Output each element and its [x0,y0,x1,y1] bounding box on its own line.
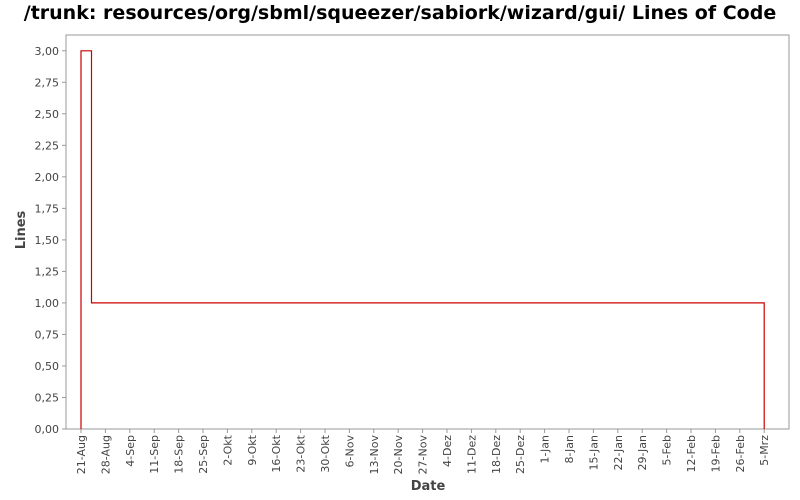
x-tick-label: 5-Mrz [758,435,771,466]
y-tick-label: 1,75 [35,202,60,215]
y-tick-label: 1,00 [35,297,60,310]
x-tick-label: 26-Feb [734,435,747,472]
y-tick-label: 2,00 [35,171,60,184]
y-tick-label: 2,25 [35,139,60,152]
x-tick-label: 4-Dez [441,435,454,467]
x-tick-label: 29-Jan [636,435,649,471]
x-axis: 21-Aug 28-Aug 4-Sep 11-Sep 18-Sep 25-Sep 2-Okt… [75,429,771,474]
y-tick-label: 2,75 [35,76,60,89]
x-tick-label: 5-Feb [661,435,674,465]
x-tick-label: 23-Okt [295,434,308,472]
x-tick-label: 25-Dez [514,435,527,474]
x-tick-label: 2-Okt [221,434,234,465]
x-tick-label: 18-Dez [490,435,503,474]
x-tick-label: 18-Sep [173,435,186,474]
y-tick-label: 1,50 [35,234,60,247]
plot-area [65,34,790,430]
y-tick-label: 0,25 [35,391,60,404]
x-axis-title: Date [411,479,446,494]
x-tick-label: 13-Nov [368,435,381,475]
y-tick-label: 0,00 [35,423,60,436]
chart-title: /trunk: resources/org/sbml/squeezer/sabi… [23,2,777,24]
x-tick-label: 19-Feb [709,435,722,472]
x-tick-label: 12-Feb [685,435,698,472]
y-axis-title: Lines [14,210,29,249]
series-group [80,50,765,429]
x-tick-label: 30-Okt [319,434,332,472]
y-tick-label: 0,50 [35,360,60,373]
x-tick-label: 1-Jan [539,435,552,464]
y-tick-label: 0,75 [35,328,60,341]
x-tick-label: 4-Sep [124,435,137,467]
series-line [80,50,765,429]
y-axis: 0,00 0,25 0,50 0,75 1,00 1,25 1,50 1,75 2,00 2,25… [35,45,66,436]
x-tick-label: 11-Sep [148,435,161,474]
x-tick-label: 25-Sep [197,435,210,474]
x-tick-label: 22-Jan [612,435,625,471]
y-tick-label: 1,25 [35,265,60,278]
x-tick-label: 9-Okt [246,434,259,465]
x-tick-label: 28-Aug [99,435,112,474]
x-tick-label: 6-Nov [343,435,356,468]
x-tick-label: 15-Jan [587,435,600,471]
x-tick-label: 20-Nov [392,435,405,475]
x-tick-label: 8-Jan [563,435,576,464]
x-tick-label: 11-Dez [465,435,478,474]
x-tick-label: 27-Nov [417,435,430,475]
y-tick-label: 2,50 [35,108,60,121]
y-tick-label: 3,00 [35,45,60,58]
x-tick-label: 16-Okt [270,434,283,472]
x-tick-label: 21-Aug [75,435,88,474]
